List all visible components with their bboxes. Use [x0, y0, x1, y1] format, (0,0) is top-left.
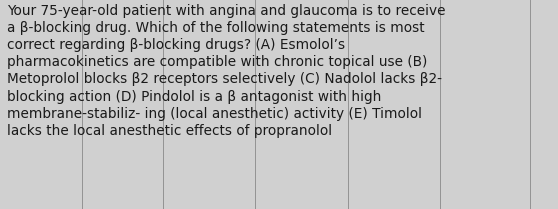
Text: Your 75-year-old patient with angina and glaucoma is to receive
a β-blocking dru: Your 75-year-old patient with angina and…	[7, 4, 445, 138]
